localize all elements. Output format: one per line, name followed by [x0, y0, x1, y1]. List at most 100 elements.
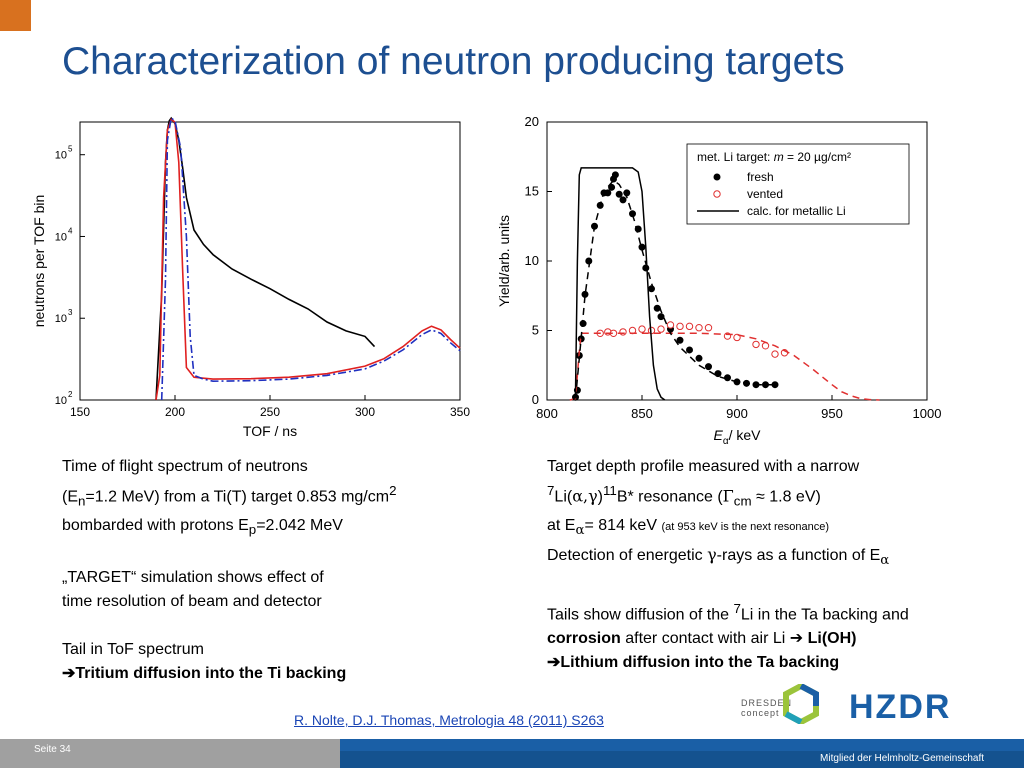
x-tick-label: 850 — [631, 406, 653, 421]
y-tick-exponent: 4 — [68, 226, 73, 235]
right-text-span: Tails show diffusion of the — [547, 606, 734, 624]
legend-title: met. Li target: m = 20 µg/cm² — [697, 150, 851, 164]
right-greek: γ — [707, 544, 717, 564]
left-text-span: bombarded with protons E — [62, 516, 249, 534]
left-description: Time of flight spectrum of neutrons (En=… — [62, 455, 502, 686]
left-conclusion: Tritium diffusion into the Ti backing — [75, 664, 347, 682]
arrow-icon: ➔ — [62, 664, 76, 682]
right-text-span: ≈ 1.8 eV) — [751, 488, 821, 506]
yield-profile-chart: 800 850 900 950 1000 0 5 10 15 20 Eα/ keV Yield/arb… — [495, 108, 955, 450]
x-tick-label: 800 — [536, 406, 558, 421]
x-tick-label: 300 — [355, 405, 375, 419]
plot-frame — [79, 121, 461, 401]
y-tick-exponent: 5 — [68, 145, 73, 154]
right-superscript: 7 — [547, 483, 555, 498]
data-point-vented — [771, 350, 779, 358]
data-point-vented — [676, 322, 684, 331]
right-line-1: Target depth profile measured with a nar… — [547, 455, 1017, 479]
y-axis-label: Yield/arb. units — [496, 215, 512, 307]
x-axis-label: Eα/ keV — [713, 427, 761, 447]
y-tick-label: 20 — [525, 114, 539, 129]
accent-square — [0, 0, 31, 31]
y-tick-label: 10 — [55, 395, 67, 407]
right-small-note: (at 953 keV is the next resonance) — [661, 520, 829, 533]
legend-marker-fresh — [713, 173, 721, 181]
data-point-fresh — [615, 190, 623, 198]
dresden-ring-icon — [783, 684, 819, 724]
helmholtz-member-text: Mitglied der Helmholtz-Gemeinschaft — [820, 753, 984, 764]
series-line-4 — [572, 167, 666, 401]
data-point-fresh — [657, 313, 665, 321]
right-subscript: α — [880, 552, 890, 568]
data-point-fresh — [686, 346, 693, 354]
legend-entry: calc. for metallic Li — [747, 204, 846, 218]
right-bold: Li(OH) — [803, 630, 857, 648]
data-point-vented — [619, 328, 627, 336]
data-point-vented — [733, 333, 741, 342]
left-text-span: (E — [62, 488, 78, 506]
right-text-span: Li in the Ta backing and — [740, 606, 909, 624]
legend-entry: fresh — [747, 170, 774, 184]
x-tick-label: 900 — [726, 406, 748, 421]
yield-chart-svg: 800 850 900 950 1000 0 5 10 15 20 Eα/ keV Yield/arb… — [496, 114, 942, 447]
data-point-fresh — [705, 363, 712, 371]
data-point-vented — [704, 324, 713, 332]
page-number: Seite 34 — [34, 744, 71, 755]
left-line-7: ➔Tritium diffusion into the Ti backing — [62, 662, 502, 686]
y-tick-exponent: 3 — [68, 308, 73, 317]
data-point-vented — [666, 321, 675, 329]
right-text-span: after contact with air Li — [620, 630, 790, 648]
right-text-span: at E — [547, 516, 576, 534]
x-tick-label: 200 — [165, 405, 185, 419]
left-text-span: „TARGET“ simulation shows effect of — [62, 568, 324, 586]
data-point-fresh — [619, 196, 627, 204]
right-line-2: 7Li(α,γ)11B* resonance (Γcm ≈ 1.8 eV) — [547, 479, 1017, 514]
left-text-span: Time of flight spectrum of neutrons — [62, 458, 308, 475]
right-line-5: Tails show diffusion of the 7Li in the T… — [547, 597, 1017, 627]
data-point-vented — [638, 325, 646, 333]
left-superscript: 2 — [389, 483, 397, 498]
right-greek: α,γ — [572, 486, 598, 506]
y-axis-label: neutrons per TOF bin — [31, 195, 47, 328]
x-tick-label: 1000 — [913, 406, 942, 421]
left-line-1: Time of flight spectrum of neutrons — [62, 455, 502, 479]
data-point-fresh — [611, 171, 619, 179]
dresden-line-1: DRESDEN — [741, 698, 793, 708]
data-point-fresh — [724, 374, 731, 382]
left-text-span: time resolution of beam and detector — [62, 592, 322, 610]
right-conclusion: Lithium diffusion into the Ta backing — [560, 654, 840, 672]
right-line-3: at Eα= 814 keV (at 953 keV is the next r… — [547, 514, 1017, 543]
x-axis-label: TOF / ns — [243, 423, 297, 439]
data-point-fresh — [676, 336, 684, 344]
x-tick-label: 950 — [821, 406, 843, 421]
reference-link[interactable]: R. Nolte, D.J. Thomas, Metrologia 48 (20… — [294, 712, 604, 728]
right-line-4: Detection of energetic γ-rays as a funct… — [547, 543, 1017, 573]
hzdr-logo: HZDR — [849, 688, 952, 726]
right-text-span: = 814 keV — [584, 516, 662, 534]
data-point-fresh — [604, 189, 612, 197]
y-tick-exponent: 2 — [68, 390, 73, 399]
x-tick-label: 250 — [260, 405, 280, 419]
footer-bar-top — [340, 739, 1024, 751]
data-point-vented — [752, 340, 760, 349]
left-text-span: =2.042 MeV — [256, 516, 343, 534]
dresden-line-2: concept — [741, 708, 780, 718]
data-point-vented — [685, 322, 694, 331]
series-line-2 — [160, 116, 461, 401]
left-line-3: bombarded with protons Ep=2.042 MeV — [62, 514, 502, 542]
y-tick-label: 10 — [55, 231, 67, 243]
left-text-span: =1.2 MeV) from a Ti(T) target 0.853 mg/c… — [85, 488, 390, 506]
left-text-span: Tail in ToF spectrum — [62, 640, 204, 658]
series-line-2 — [569, 332, 880, 401]
right-subscript: α — [575, 522, 585, 538]
left-subscript: n — [78, 493, 86, 509]
footer-gray-block — [0, 739, 340, 768]
series-line-3 — [574, 179, 775, 399]
right-greek: Γ — [722, 486, 734, 506]
left-line-5: time resolution of beam and detector — [62, 590, 502, 614]
right-subscript: cm — [733, 493, 752, 509]
right-text-span: ) — [597, 488, 603, 506]
x-tick-label: 350 — [450, 405, 470, 419]
data-point-vented — [695, 324, 703, 332]
arrow-icon: ➔ — [547, 654, 561, 672]
